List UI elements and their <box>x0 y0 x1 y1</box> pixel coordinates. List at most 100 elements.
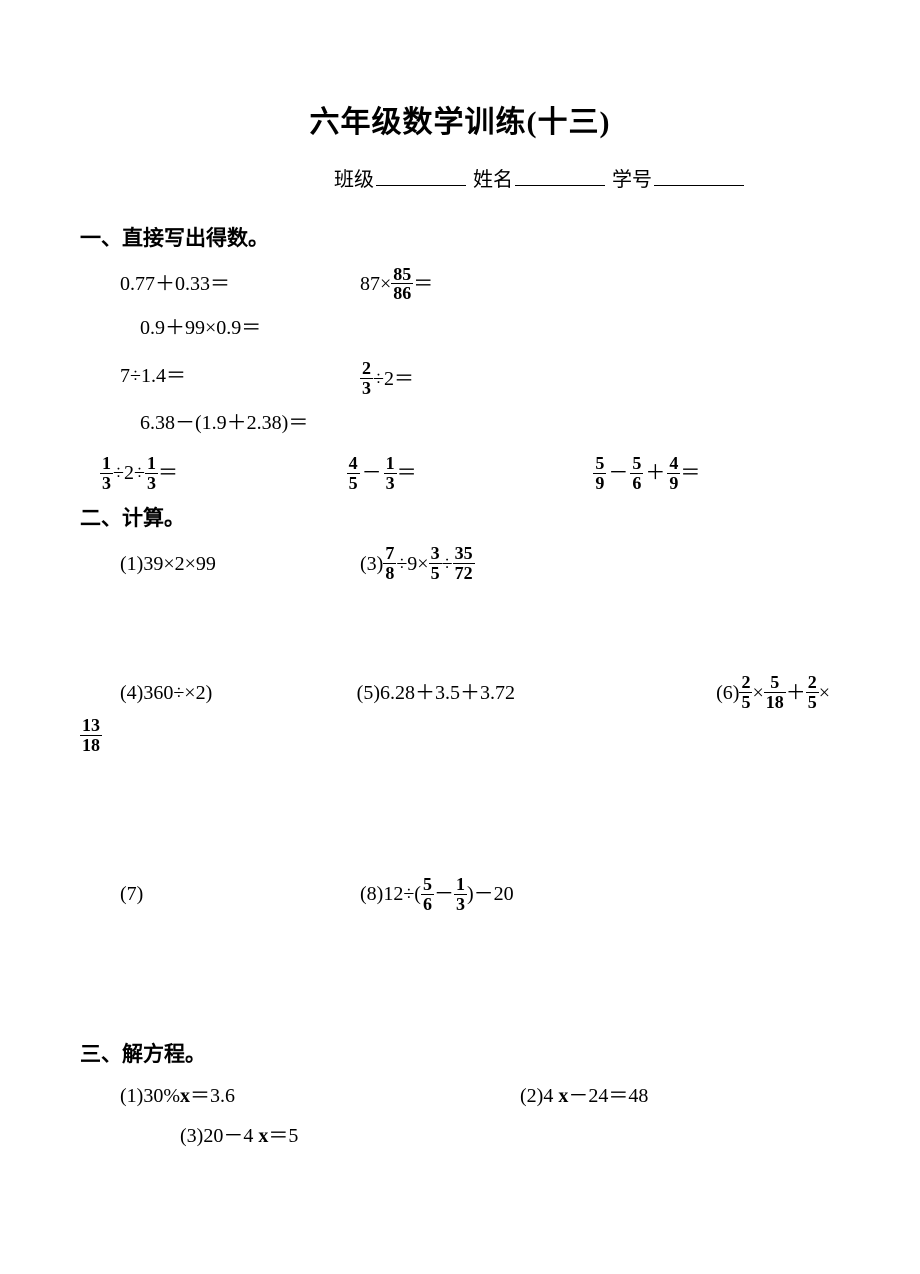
name-blank[interactable] <box>515 163 605 186</box>
s1-q5-post: ÷2＝ <box>373 364 414 394</box>
frac-num: 2 <box>739 673 752 693</box>
frac-den: 8 <box>383 564 396 583</box>
s1-q9-post: ＝ <box>680 458 700 488</box>
s1-q2-pre: 87× <box>360 269 391 299</box>
frac-den: 6 <box>630 474 643 493</box>
frac-den: 18 <box>764 693 786 712</box>
frac-num: 7 <box>383 544 396 564</box>
s1-q8-post: ＝ <box>397 458 417 488</box>
var-x: x <box>180 1085 190 1107</box>
s2-row-2-wrap: 13 18 <box>80 716 840 755</box>
times-op: × <box>819 678 830 708</box>
frac-den: 86 <box>391 284 413 303</box>
student-info-line: 班级 姓名 学号 <box>80 163 840 195</box>
name-label: 姓名 <box>473 169 513 191</box>
fraction-icon: 4 5 <box>347 454 360 493</box>
s1-q1: 0.77＋0.33＝ <box>80 269 360 299</box>
fraction-icon: 5 6 <box>421 875 434 914</box>
id-label: 学号 <box>612 169 652 191</box>
workspace <box>80 593 840 673</box>
frac-den: 5 <box>429 564 442 583</box>
fraction-icon: 3 5 <box>429 544 442 583</box>
s3-q1-c: ＝3.6 <box>190 1085 235 1107</box>
s1-q2-post: ＝ <box>413 269 433 299</box>
s3-q2: (2)4 x－24＝48 <box>440 1081 840 1111</box>
s1-q4: 7÷1.4＝ <box>80 361 360 391</box>
s1-q7-post: ＝ <box>158 458 178 488</box>
frac-num: 3 <box>429 544 442 564</box>
s1-q2: 87× 85 86 ＝ <box>360 265 600 304</box>
frac-num: 5 <box>764 673 786 693</box>
section-1-head: 一、直接写出得数。 <box>80 223 840 255</box>
frac-den: 9 <box>667 474 680 493</box>
plus-op: ＋ <box>786 678 806 708</box>
id-blank[interactable] <box>654 163 744 186</box>
s2-q3-a: ÷9× <box>396 549 428 579</box>
minus-op: － <box>608 458 628 488</box>
fraction-icon: 4 9 <box>667 454 680 493</box>
fraction-icon: 1 3 <box>100 454 113 493</box>
frac-num: 5 <box>630 454 643 474</box>
s1-row-1: 0.77＋0.33＝ 87× 85 86 ＝ <box>80 265 840 304</box>
s2-q3-pre: (3) <box>360 549 383 579</box>
fraction-icon: 5 18 <box>764 673 786 712</box>
frac-den: 18 <box>80 736 102 755</box>
class-blank[interactable] <box>376 163 466 186</box>
s2-q8-pre: (8)12÷( <box>360 879 421 909</box>
s3-q1-a: (1)30% <box>120 1085 180 1107</box>
times-op: × <box>752 678 763 708</box>
frac-num: 1 <box>384 454 397 474</box>
s1-row-3: 7÷1.4＝ 2 3 ÷2＝ <box>80 353 840 398</box>
s2-q1: (1)39×2×99 <box>80 549 360 579</box>
frac-den: 5 <box>739 693 752 712</box>
s2-q6-pre: (6) <box>716 678 739 708</box>
s1-row-4: 6.38－(1.9＋2.38)＝ <box>80 408 840 438</box>
workspace <box>80 765 840 875</box>
fraction-icon: 1 3 <box>384 454 397 493</box>
frac-den: 5 <box>347 474 360 493</box>
s2-row-1: (1)39×2×99 (3) 7 8 ÷9× 3 5 ÷ 35 72 <box>80 544 840 583</box>
fraction-icon: 2 3 <box>360 359 373 398</box>
var-x: x <box>558 1085 568 1107</box>
fraction-icon: 13 18 <box>80 716 102 755</box>
frac-num: 2 <box>360 359 373 379</box>
worksheet-page: 六年级数学训练(十三) 班级 姓名 学号 一、直接写出得数。 0.77＋0.33… <box>0 0 920 1274</box>
var-x: x <box>258 1125 268 1147</box>
s1-q6: 6.38－(1.9＋2.38)＝ <box>80 408 607 438</box>
fraction-icon: 5 6 <box>630 454 643 493</box>
s2-q6: (6) 2 5 × 5 18 ＋ 2 5 × <box>593 673 840 712</box>
frac-num: 1 <box>100 454 113 474</box>
s1-row-2: 0.9＋99×0.9＝ <box>80 313 840 343</box>
s1-q7-mid: ÷2÷ <box>113 458 145 488</box>
s2-q3: (3) 7 8 ÷9× 3 5 ÷ 35 72 <box>360 544 600 583</box>
plus-op: ＋ <box>645 458 665 488</box>
s2-q7: (7) <box>80 879 360 909</box>
s2-q8-post: )－20 <box>467 879 514 909</box>
s1-q9: 5 9 － 5 6 ＋ 4 9 ＝ <box>593 448 840 493</box>
s2-q3-b: ÷ <box>442 549 453 579</box>
s2-row-2: (4)360÷×2) (5)6.28＋3.5＋3.72 (6) 2 5 × 5 … <box>80 673 840 712</box>
fraction-icon: 35 72 <box>453 544 475 583</box>
fraction-icon: 5 9 <box>593 454 606 493</box>
frac-num: 35 <box>453 544 475 564</box>
s1-q5: 2 3 ÷2＝ <box>360 353 600 398</box>
frac-den: 72 <box>453 564 475 583</box>
s1-q3: 0.9＋99×0.9＝ <box>80 313 373 343</box>
s2-row-3: (7) (8)12÷( 5 6 － 1 3 )－20 <box>80 875 840 914</box>
s3-row-2: (3)20－4 x＝5 <box>80 1121 840 1151</box>
s2-q5: (5)6.28＋3.5＋3.72 <box>357 678 594 708</box>
frac-num: 5 <box>421 875 434 895</box>
frac-num: 4 <box>347 454 360 474</box>
frac-den: 9 <box>593 474 606 493</box>
frac-den: 5 <box>806 693 819 712</box>
frac-num: 85 <box>391 265 413 285</box>
s3-q3-a: (3)20－4 <box>180 1125 258 1147</box>
s1-q8: 4 5 － 1 3 ＝ <box>347 448 594 493</box>
minus-op: － <box>434 879 454 909</box>
frac-num: 4 <box>667 454 680 474</box>
fraction-icon: 1 3 <box>454 875 467 914</box>
s3-q2-c: －24＝48 <box>568 1085 648 1107</box>
s3-q3: (3)20－4 x＝5 <box>80 1121 510 1151</box>
fraction-icon: 7 8 <box>383 544 396 583</box>
frac-den: 3 <box>145 474 158 493</box>
